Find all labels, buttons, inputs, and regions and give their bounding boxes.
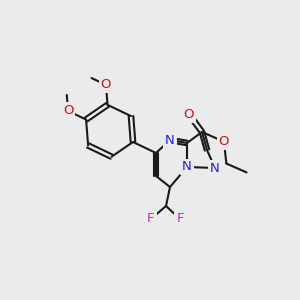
- Text: N: N: [182, 160, 192, 173]
- Text: O: O: [219, 135, 229, 148]
- Text: O: O: [101, 78, 111, 92]
- Text: N: N: [210, 161, 220, 175]
- Text: O: O: [184, 108, 194, 121]
- Text: F: F: [176, 212, 184, 226]
- Text: F: F: [147, 212, 155, 226]
- Text: O: O: [63, 104, 73, 117]
- Text: N: N: [165, 134, 175, 146]
